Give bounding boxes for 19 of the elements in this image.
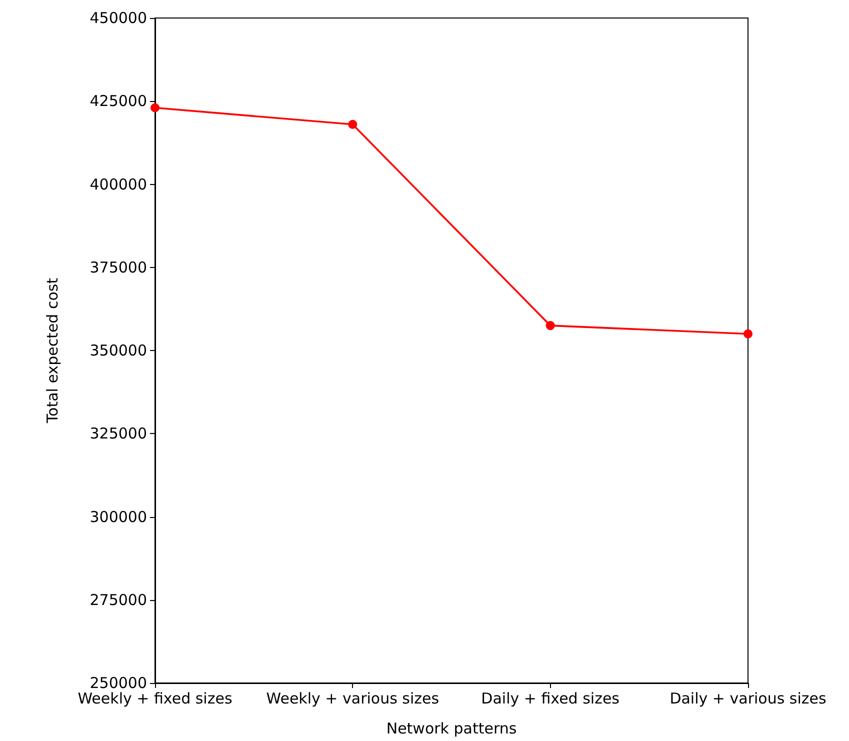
y-tick-label: 350000 xyxy=(90,342,147,360)
x-axis-title: Network patterns xyxy=(386,720,517,738)
y-tick-label: 425000 xyxy=(90,92,147,110)
point xyxy=(744,329,752,338)
y-tick-label: 275000 xyxy=(90,590,147,609)
x-tick-label: Weekly + fixed sizes xyxy=(78,690,232,708)
y-tick-label: 400000 xyxy=(90,175,147,194)
y-axis-title: Total expected cost xyxy=(44,278,62,424)
y-tick-label: 325000 xyxy=(90,424,147,443)
point xyxy=(546,321,555,330)
point xyxy=(150,103,160,112)
y-tick-label: 300000 xyxy=(90,508,147,526)
point xyxy=(348,120,358,129)
y-tick-label: 450000 xyxy=(90,9,147,27)
x-tick-label: Daily + various sizes xyxy=(670,690,826,708)
y-tick-label: 250000 xyxy=(90,674,147,692)
x-tick-label: Daily + fixed sizes xyxy=(481,690,620,708)
x-tick-label: Weekly + various sizes xyxy=(266,690,440,708)
y-tick-label: 375000 xyxy=(90,258,147,276)
